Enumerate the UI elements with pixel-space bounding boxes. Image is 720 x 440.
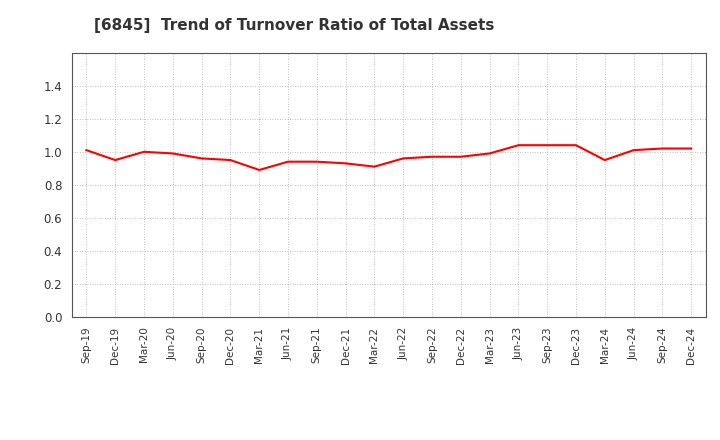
- Text: [6845]  Trend of Turnover Ratio of Total Assets: [6845] Trend of Turnover Ratio of Total …: [94, 18, 494, 33]
